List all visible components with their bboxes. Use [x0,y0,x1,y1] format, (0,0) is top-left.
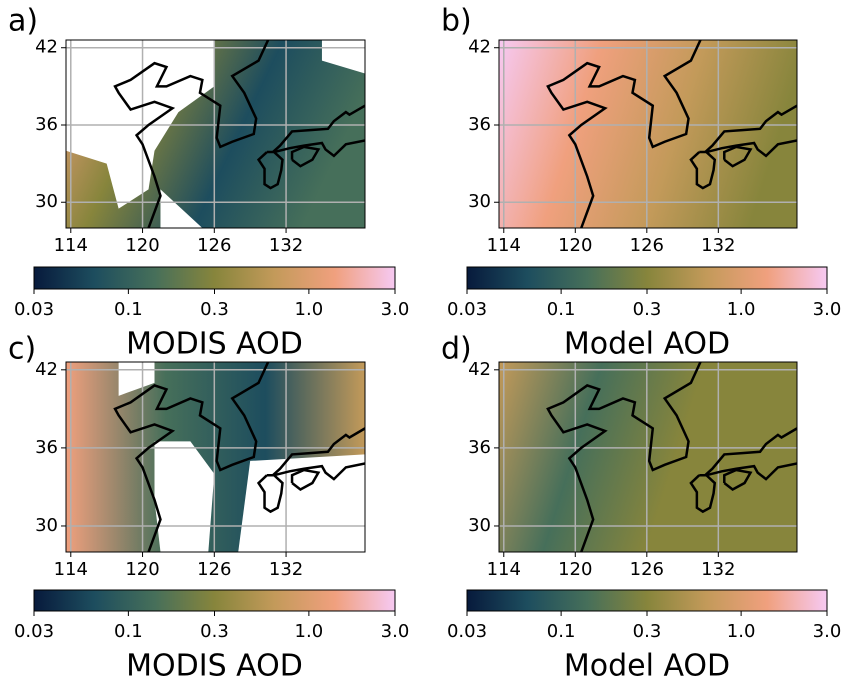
map-panel: 114 120 126 132 30 36 42d) 0.03 0.1 0.3 1.0 3.0 Mode… [441,332,841,683]
colorbar-tick-label: 3.0 [813,621,842,642]
coastline [273,462,365,481]
map-area [499,362,797,552]
colorbar [33,266,396,290]
panel-label: a) [8,4,38,39]
map-frame [498,361,798,553]
x-tick-label: 126 [630,559,664,580]
y-tick-label: 36 [35,437,58,458]
coastline [546,362,702,552]
colorbar-tick-label: 0.1 [114,621,143,642]
colorbar-tick-label: 1.0 [295,299,324,320]
coastline [272,427,365,477]
colorbar-label: MODIS AOD [126,327,303,362]
colorbar-tick-label: 3.0 [381,299,410,320]
x-tick-label: 126 [630,235,664,256]
colorbar-tick-label: 0.3 [633,299,662,320]
y-tick-label: 30 [468,191,491,212]
colorbar-tick-label: 0.03 [447,621,487,642]
x-tick-label: 120 [125,559,159,580]
colorbar-tick-label: 0.1 [114,299,143,320]
x-tick-label: 120 [125,235,159,256]
colorbar-tick-label: 1.0 [295,621,324,642]
colorbar-tick-label: 1.0 [727,621,756,642]
colorbar-label: Model AOD [564,649,730,683]
coastline [273,139,365,158]
coastline [290,145,321,168]
map-area [66,40,365,228]
map-frame [65,39,366,229]
colorbar-label: MODIS AOD [126,649,303,683]
colorbar-tick-label: 0.3 [200,621,229,642]
map-field [499,40,797,228]
colorbar-tick-label: 0.03 [14,621,54,642]
map-area [499,40,797,228]
coastline [113,362,270,552]
y-tick-label: 36 [468,437,491,458]
y-tick-label: 30 [468,515,491,536]
panel-label: d) [441,332,472,367]
coastline [689,150,717,190]
coastline [723,468,753,492]
colorbar-label: Model AOD [564,327,730,362]
colorbar-tick-label: 0.1 [547,299,576,320]
x-tick-label: 132 [701,235,735,256]
y-tick-label: 42 [35,37,58,58]
coastline [704,104,797,153]
colorbar-tick-label: 0.03 [447,299,487,320]
x-tick-label: 114 [487,235,521,256]
no-data-region [154,441,215,552]
y-tick-label: 30 [35,191,58,212]
coastline [256,150,284,190]
y-tick-label: 42 [35,359,58,380]
colorbar [466,266,828,290]
map-frame [498,39,798,229]
y-tick-label: 36 [35,114,58,135]
coastline [290,468,321,492]
colorbar-tick-label: 0.03 [14,299,54,320]
coastline [256,473,284,514]
colorbar-tick-label: 3.0 [381,621,410,642]
map-area [66,362,365,552]
x-tick-label: 132 [269,559,303,580]
x-tick-label: 120 [558,235,592,256]
coastline [723,145,753,168]
map-panel: 114 120 126 132 30 36 42c) 0.03 0.1 0.3 1.0 3.0 MODI… [8,332,409,683]
coastline [113,40,270,228]
x-tick-label: 114 [487,559,521,580]
coastline [272,104,365,153]
map-field [499,362,797,552]
x-tick-label: 132 [269,235,303,256]
map-frame [65,361,366,553]
x-tick-label: 126 [197,235,231,256]
y-tick-label: 36 [468,114,491,135]
coastline [704,427,797,477]
x-tick-label: 114 [54,559,88,580]
colorbar-tick-label: 1.0 [727,299,756,320]
colorbar-tick-label: 0.1 [547,621,576,642]
colorbar-tick-label: 0.3 [200,299,229,320]
colorbar [466,589,828,612]
x-tick-label: 114 [54,235,88,256]
map-panel: 114 120 126 132 30 36 42a) 0.03 0.1 0.3 1.0 3.0 MODI… [8,4,409,362]
x-tick-label: 126 [197,559,231,580]
coastline [706,462,797,481]
coastline [689,473,717,514]
y-tick-label: 42 [468,359,491,380]
coastline [706,139,797,158]
y-tick-label: 30 [35,515,58,536]
coastline [546,40,702,228]
colorbar [33,589,396,612]
map-panel: 114 120 126 132 30 36 42b) 0.03 0.1 0.3 1.0 3.0 Mode… [441,4,841,362]
x-tick-label: 132 [701,559,735,580]
panel-label: b) [441,4,472,39]
colorbar-tick-label: 0.3 [633,621,662,642]
colorbar-tick-label: 3.0 [813,299,842,320]
y-tick-label: 42 [468,37,491,58]
panel-label: c) [8,332,36,367]
x-tick-label: 120 [558,559,592,580]
no-data-region [160,189,203,228]
